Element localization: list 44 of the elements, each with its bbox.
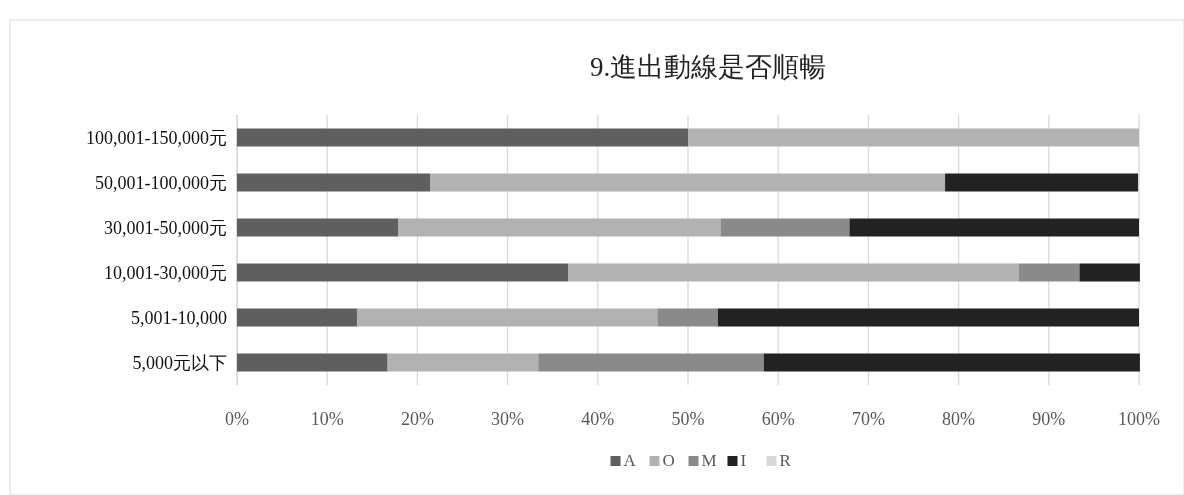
y-tick-label: 10,001-30,000元 xyxy=(104,262,227,283)
y-tick-label: 30,001-50,000元 xyxy=(104,217,227,238)
x-tick-label: 30% xyxy=(491,409,525,429)
x-tick-label: 90% xyxy=(1032,409,1066,429)
bar xyxy=(356,308,658,327)
bar xyxy=(237,173,431,192)
bar xyxy=(387,353,539,372)
y-tick-label: 5,001-10,000 xyxy=(131,307,227,328)
y-tick-label: 100,001-150,000元 xyxy=(86,127,227,148)
x-tick-label: 100% xyxy=(1118,409,1160,429)
legend-label: O xyxy=(662,451,675,470)
bar xyxy=(688,128,1139,147)
bar xyxy=(538,353,764,372)
bar xyxy=(657,308,718,327)
chart-title: 9.進出動線是否順暢 xyxy=(589,52,827,82)
bar xyxy=(720,218,850,237)
bar xyxy=(237,218,399,237)
y-tick-label: 50,001-100,000元 xyxy=(95,172,227,193)
x-tick-label: 40% xyxy=(581,409,615,429)
legend-label: R xyxy=(779,451,792,470)
bar xyxy=(237,353,388,372)
bar xyxy=(945,173,1139,192)
x-tick-label: 50% xyxy=(671,409,705,429)
x-tick-label: 80% xyxy=(942,409,976,429)
bar xyxy=(717,308,1139,327)
bar xyxy=(398,218,721,237)
bar xyxy=(763,353,1140,372)
x-tick-label: 0% xyxy=(225,409,249,429)
bar xyxy=(430,173,946,192)
x-tick-label: 60% xyxy=(761,409,795,429)
bar xyxy=(1079,263,1140,282)
legend-label: A xyxy=(623,451,637,470)
bar xyxy=(849,218,1139,237)
legend-label: M xyxy=(701,451,717,470)
bar xyxy=(237,263,569,282)
bar xyxy=(1019,263,1080,282)
x-tick-label: 20% xyxy=(400,409,434,429)
bar xyxy=(568,263,1020,282)
x-tick-label: 10% xyxy=(310,409,344,429)
bar xyxy=(237,128,688,147)
legend-label: I xyxy=(740,451,747,470)
y-tick-label: 5,000元以下 xyxy=(132,352,227,373)
bar xyxy=(237,308,357,327)
x-tick-label: 70% xyxy=(851,409,885,429)
